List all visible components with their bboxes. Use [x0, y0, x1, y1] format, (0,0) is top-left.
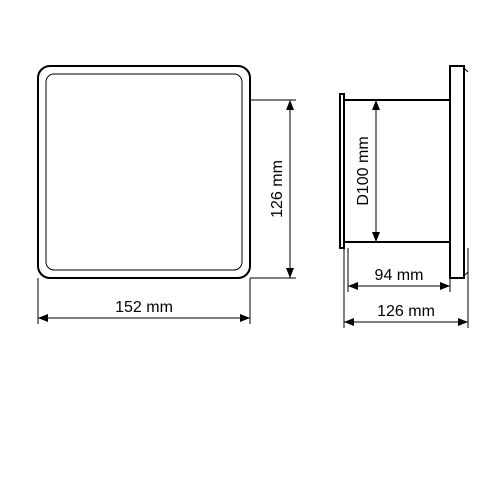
dim-front-width: 152 mm	[38, 278, 250, 324]
dim-side-diameter-label: D100 mm	[355, 136, 372, 205]
dim-front-height: 126 mm	[250, 100, 296, 278]
dim-front-width-label: 152 mm	[115, 299, 173, 316]
dim-side-depth-94: 94 mm	[348, 248, 450, 292]
front-view	[38, 66, 250, 278]
dim-side-diameter: D100 mm	[355, 100, 376, 242]
side-lip	[340, 94, 344, 248]
dim-side-depth-94-label: 94 mm	[375, 267, 424, 284]
dim-front-height-label: 126 mm	[269, 160, 286, 218]
side-plate	[450, 66, 464, 278]
dim-side-depth-126-label: 126 mm	[377, 303, 435, 320]
